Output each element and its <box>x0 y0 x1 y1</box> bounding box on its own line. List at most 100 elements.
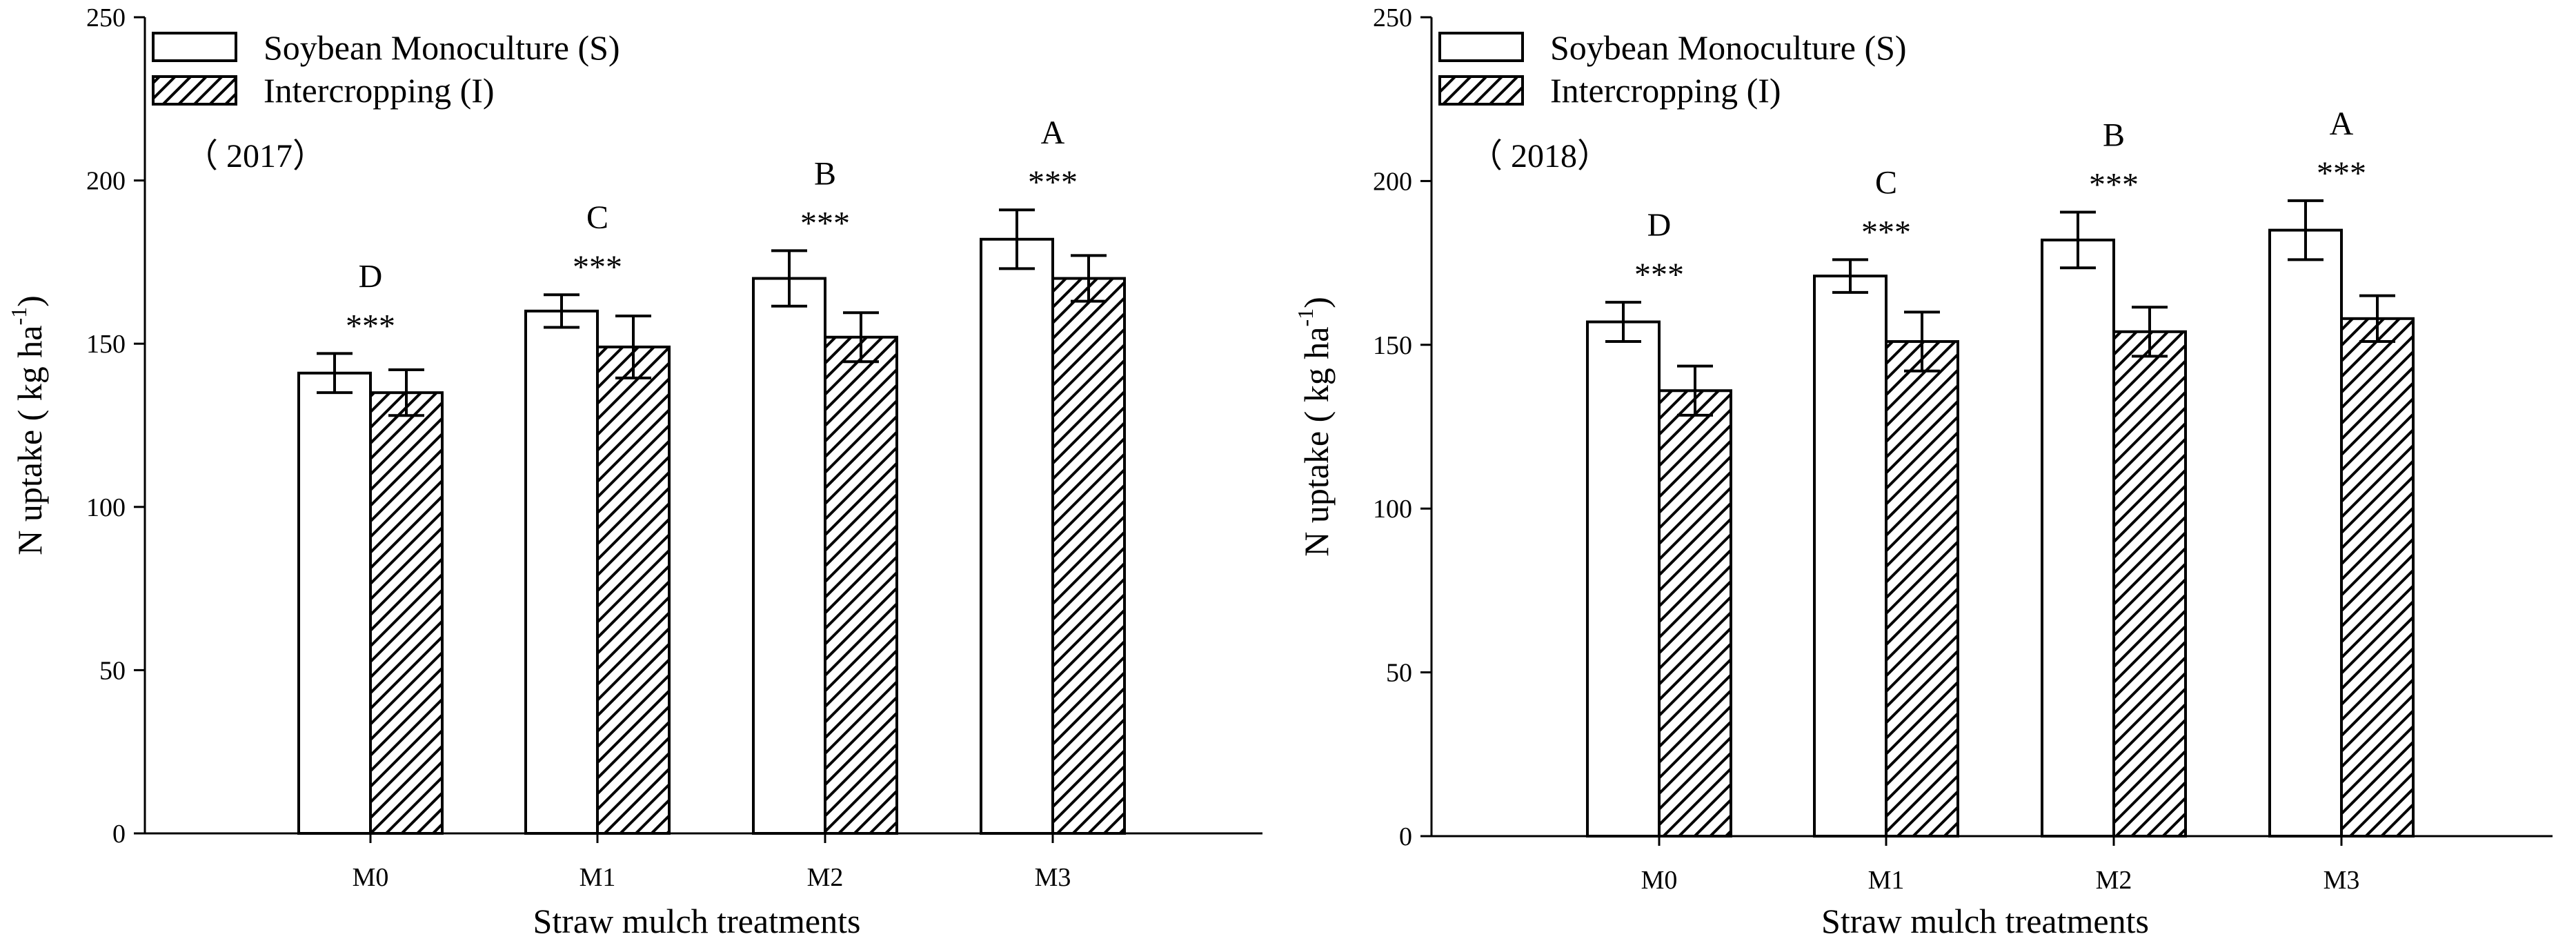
x-tick-label-m2: M2 <box>807 863 844 892</box>
y-axis-title-superscript: -1 <box>1293 308 1318 327</box>
bar-i-m1 <box>596 345 671 835</box>
x-axis-ticks: M0 M1 M2 M3 <box>353 833 1071 892</box>
error-bar-s-m1 <box>544 293 579 329</box>
legend: Soybean Monoculture (S) Intercropping (I… <box>1438 28 1907 110</box>
x-tick-label-m1: M1 <box>1868 866 1905 895</box>
x-tick-label-m2: M2 <box>2096 866 2132 895</box>
bar-s-m2 <box>752 277 826 835</box>
significance-letter-m3: A <box>1041 115 1065 151</box>
x-axis-title: Straw mulch treatments <box>1821 902 2149 940</box>
bar-i-m3 <box>2340 317 2415 838</box>
error-bar-s-m2 <box>771 249 807 308</box>
bar-s-m0 <box>297 371 372 835</box>
bars-group <box>297 208 1126 835</box>
legend-swatch-i <box>1438 75 1524 106</box>
significance-letter-m1: C <box>1875 164 1897 201</box>
error-bar-i-m3 <box>2359 294 2395 344</box>
y-tick-label: 250 <box>86 3 126 32</box>
panel-year-label: （ 2017） <box>185 138 326 175</box>
x-tick-label-m0: M0 <box>353 863 389 892</box>
x-axis-ticks: M0 M1 M2 M3 <box>1641 836 2360 895</box>
error-bar-s-m1 <box>1832 258 1868 294</box>
bar-s-m1 <box>1813 275 1888 838</box>
legend-swatch-i <box>152 75 237 106</box>
error-bar-s-m2 <box>2060 210 2096 270</box>
significance-stars-m0: *** <box>346 308 395 344</box>
y-axis-title-close: ) <box>1297 297 1336 308</box>
bar-i-m0 <box>1658 389 1732 838</box>
y-tick-label: 50 <box>99 656 126 685</box>
y-tick-label: 200 <box>1373 167 1412 196</box>
significance-letter-m2: B <box>814 155 836 192</box>
x-axis-title: Straw mulch treatments <box>533 902 861 940</box>
bar-i-m1 <box>1885 340 1959 838</box>
y-axis-title: N uptake ( kg ha-1) <box>6 295 49 555</box>
legend-swatch-s <box>152 32 237 62</box>
error-bar-i-m3 <box>1071 254 1107 303</box>
y-tick-label: 50 <box>1386 659 1412 688</box>
legend: Soybean Monoculture (S) Intercropping (I… <box>152 28 620 110</box>
y-axis-title-close: ) <box>10 295 49 307</box>
significance-letter-m1: C <box>586 199 608 236</box>
significance-stars-m2: *** <box>800 205 850 241</box>
significance-stars-m2: *** <box>2089 167 2139 204</box>
bar-s-m3 <box>2268 228 2343 838</box>
error-bar-s-m3 <box>2288 199 2324 261</box>
y-tick-label: 200 <box>86 167 126 196</box>
y-axis-ticks: 0 50 100 150 200 250 <box>1373 3 1431 851</box>
significance-stars-m1: *** <box>1861 214 1911 250</box>
y-tick-label: 0 <box>1399 822 1412 851</box>
annotations-group: *** D *** C *** B *** A <box>1634 106 2366 293</box>
annotations-group: *** D *** C *** B *** A <box>346 115 1078 344</box>
significance-stars-m3: *** <box>2317 155 2366 192</box>
bar-i-m2 <box>824 335 898 835</box>
y-axis-title: N uptake ( kg ha-1) <box>1293 297 1336 557</box>
y-axis-title-main: N uptake ( kg ha <box>10 326 49 555</box>
legend-label-i: Intercropping (I) <box>264 71 495 110</box>
bars-group <box>1586 199 2415 838</box>
significance-letter-m0: D <box>1647 207 1672 244</box>
significance-stars-m0: *** <box>1634 257 1684 293</box>
error-bar-s-m0 <box>1605 301 1641 344</box>
panel-year-label: （ 2018） <box>1469 138 1610 175</box>
y-axis-ticks: 0 50 100 150 200 250 <box>86 3 145 849</box>
bar-i-m2 <box>2112 330 2187 838</box>
bar-i-m3 <box>1051 277 1126 835</box>
significance-stars-m3: *** <box>1028 164 1078 201</box>
y-tick-label: 250 <box>1373 3 1412 32</box>
y-tick-label: 100 <box>86 493 126 522</box>
significance-letter-m2: B <box>2103 117 2125 154</box>
bar-s-m1 <box>524 309 599 835</box>
legend-swatch-s <box>1438 32 1524 62</box>
error-bar-s-m0 <box>317 352 353 395</box>
significance-letter-m0: D <box>359 258 383 295</box>
error-bar-i-m1 <box>1904 310 1940 373</box>
legend-label-i: Intercropping (I) <box>1550 71 1781 110</box>
error-bar-i-m1 <box>615 314 651 379</box>
error-bar-i-m0 <box>1677 364 1713 417</box>
bar-s-m0 <box>1586 320 1661 838</box>
legend-label-s: Soybean Monoculture (S) <box>1550 28 1907 67</box>
bar-s-m3 <box>980 237 1054 835</box>
y-tick-label: 150 <box>86 330 126 359</box>
legend-label-s: Soybean Monoculture (S) <box>264 28 620 67</box>
error-bar-s-m3 <box>999 208 1035 270</box>
y-tick-label: 0 <box>112 820 126 849</box>
y-axis-title-main: N uptake ( kg ha <box>1297 327 1336 557</box>
bar-i-m0 <box>369 391 444 835</box>
x-tick-label-m3: M3 <box>1035 863 1071 892</box>
y-tick-label: 100 <box>1373 495 1412 524</box>
significance-stars-m1: *** <box>573 249 622 286</box>
error-bar-i-m2 <box>843 311 879 364</box>
significance-letter-m3: A <box>2330 106 2354 142</box>
bar-s-m2 <box>2041 238 2115 838</box>
y-tick-label: 150 <box>1373 331 1412 360</box>
x-tick-label-m0: M0 <box>1641 866 1678 895</box>
x-tick-label-m1: M1 <box>579 863 616 892</box>
error-bar-i-m2 <box>2132 306 2168 358</box>
y-axis-title-superscript: -1 <box>6 307 31 326</box>
x-tick-label-m3: M3 <box>2324 866 2360 895</box>
